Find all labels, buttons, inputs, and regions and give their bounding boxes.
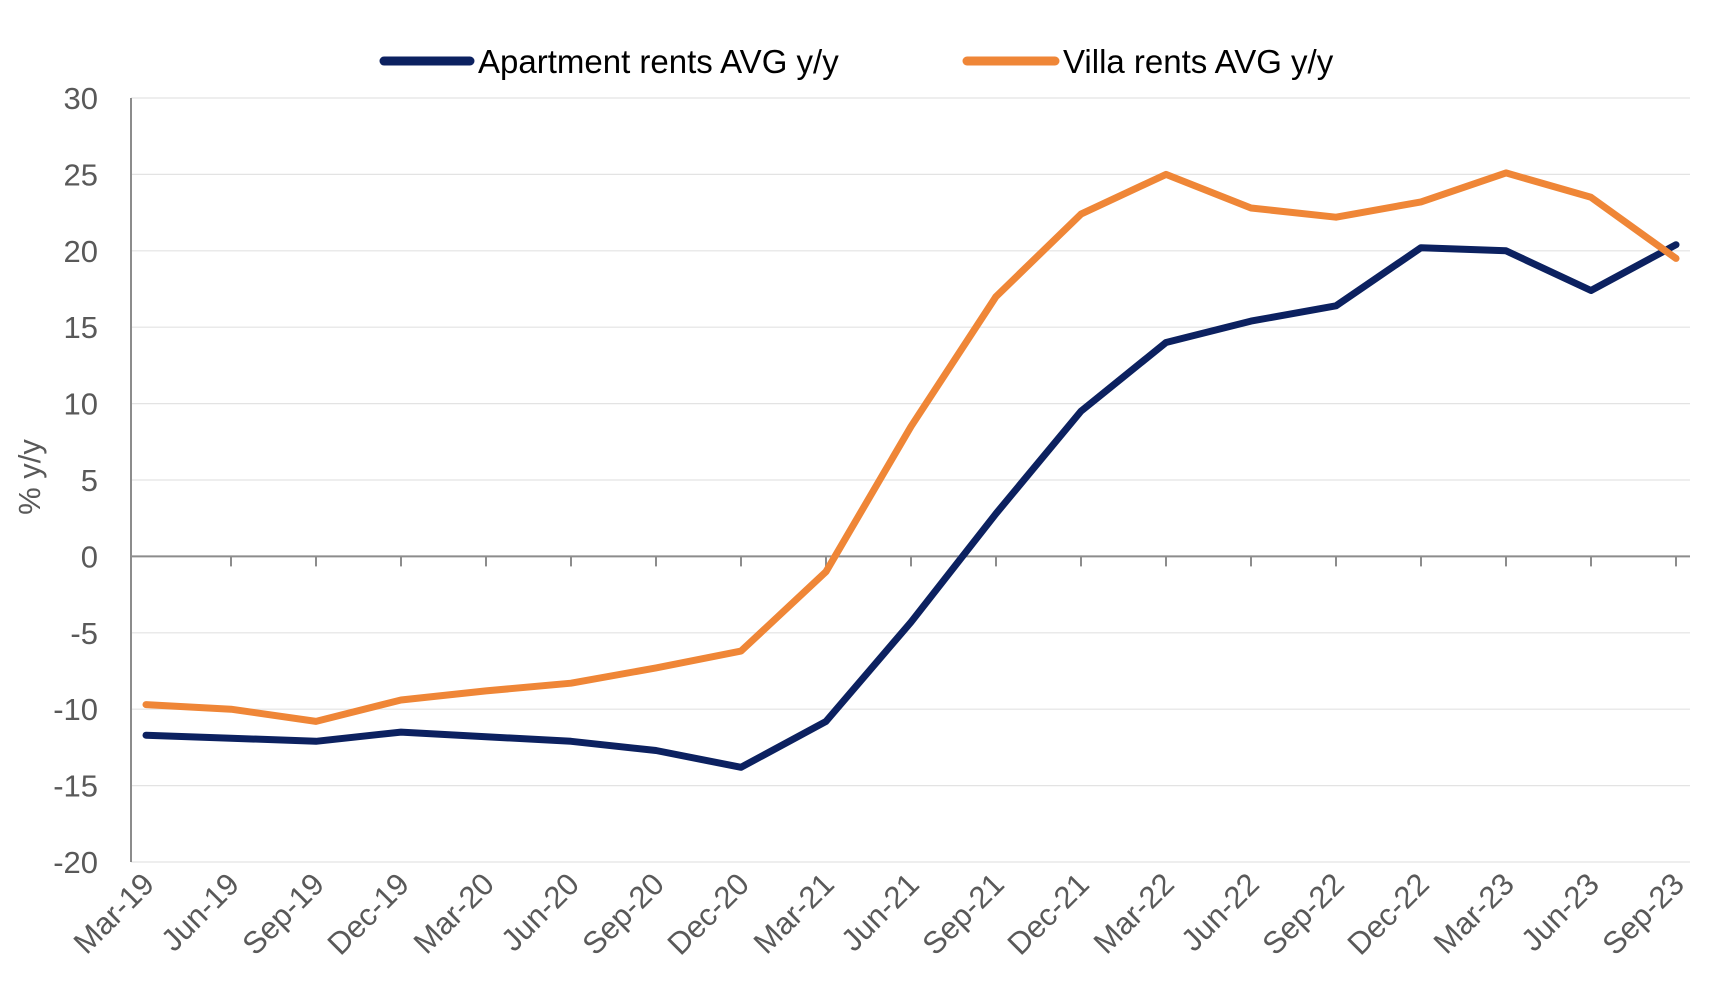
x-axis-tick-labels: Mar-19Jun-19Sep-19Dec-19Mar-20Jun-20Sep-… <box>67 866 1691 961</box>
legend-label: Villa rents AVG y/y <box>1063 43 1334 80</box>
x-tick-label: Jun-23 <box>1514 866 1606 958</box>
x-tick-label: Sep-19 <box>236 866 331 961</box>
x-tick-label: Jun-21 <box>834 866 926 958</box>
y-tick-label: 5 <box>81 463 98 498</box>
x-tick-label: Dec-20 <box>661 866 756 961</box>
gridlines <box>131 97 1690 863</box>
y-tick-label: 15 <box>64 310 98 345</box>
axes <box>130 98 1690 862</box>
x-tick-label: Jun-19 <box>154 866 246 958</box>
x-tick-label: Dec-22 <box>1341 866 1436 961</box>
y-tick-label: 0 <box>81 539 98 574</box>
y-tick-label: -10 <box>53 692 98 727</box>
y-tick-label: 30 <box>64 81 98 116</box>
x-tick-label: Mar-22 <box>1087 866 1181 960</box>
x-tick-label: Mar-23 <box>1427 866 1521 960</box>
series-line-villa <box>142 169 1680 725</box>
x-tick-label: Jun-22 <box>1174 866 1266 958</box>
legend: Apartment rents AVG y/y Villa rents AVG y… <box>379 43 1334 80</box>
y-tick-label: -5 <box>70 616 98 651</box>
x-tick-label: Mar-21 <box>747 866 841 960</box>
x-tick-label: Sep-20 <box>576 866 671 961</box>
legend-label: Apartment rents AVG y/y <box>478 43 839 80</box>
y-tick-label: 10 <box>64 387 98 422</box>
x-tick-label: Dec-21 <box>1001 866 1096 961</box>
series-lines <box>142 169 1680 771</box>
y-tick-label: -15 <box>53 769 98 804</box>
series-line-apartment <box>142 241 1680 771</box>
x-tick-label: Sep-22 <box>1256 866 1351 961</box>
x-tick-label: Mar-20 <box>407 866 501 960</box>
x-tick-label: Dec-19 <box>321 866 416 961</box>
y-tick-label: 20 <box>64 234 98 269</box>
x-tick-label: Sep-21 <box>916 866 1011 961</box>
y-tick-label: 25 <box>64 157 98 192</box>
x-tick-label: Jun-20 <box>494 866 586 958</box>
x-tick-label: Mar-19 <box>67 866 161 960</box>
y-axis-title: % y/y <box>12 439 47 515</box>
y-axis-tick-labels: 30 25 20 15 10 5 0 -5 -10 -15 -20 <box>53 81 98 880</box>
x-tick-label: Sep-23 <box>1596 866 1691 961</box>
y-tick-label: -20 <box>53 845 98 880</box>
